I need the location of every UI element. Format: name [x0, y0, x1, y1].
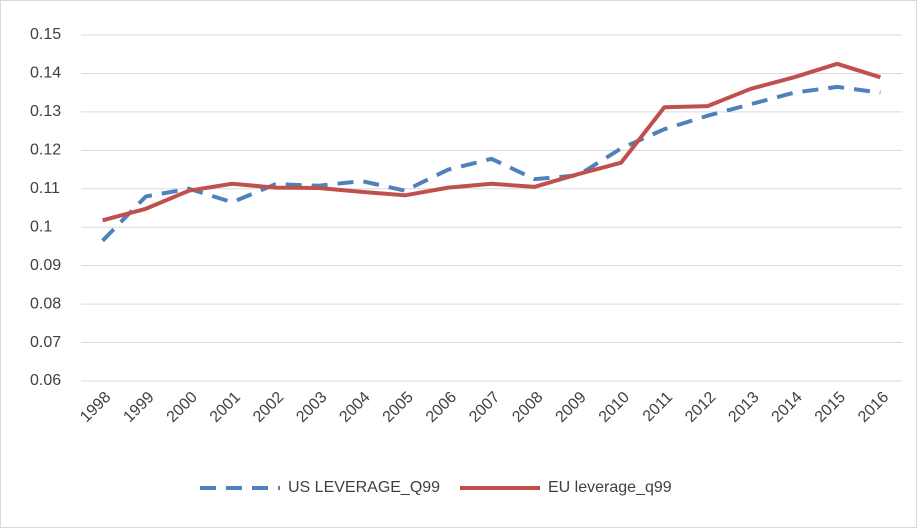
data-line [102, 61, 881, 223]
legend-label: EU leverage_q99 [548, 479, 672, 496]
y-tick-label: 0.11 [30, 180, 60, 197]
y-tick-label: 0.14 [30, 65, 61, 82]
y-tick-label: 0.1 [30, 218, 52, 235]
y-tick-label: 0.08 [30, 295, 61, 312]
data-line [101, 84, 881, 243]
y-tick-label: 0.15 [30, 26, 61, 43]
y-tick-label: 0.06 [30, 372, 61, 389]
y-tick-label: 0.07 [30, 334, 61, 351]
y-tick-label: 0.12 [30, 142, 61, 159]
legend-label: US LEVERAGE_Q99 [288, 479, 440, 496]
y-tick-label: 0.13 [30, 103, 61, 120]
y-tick-label: 0.09 [30, 257, 61, 274]
